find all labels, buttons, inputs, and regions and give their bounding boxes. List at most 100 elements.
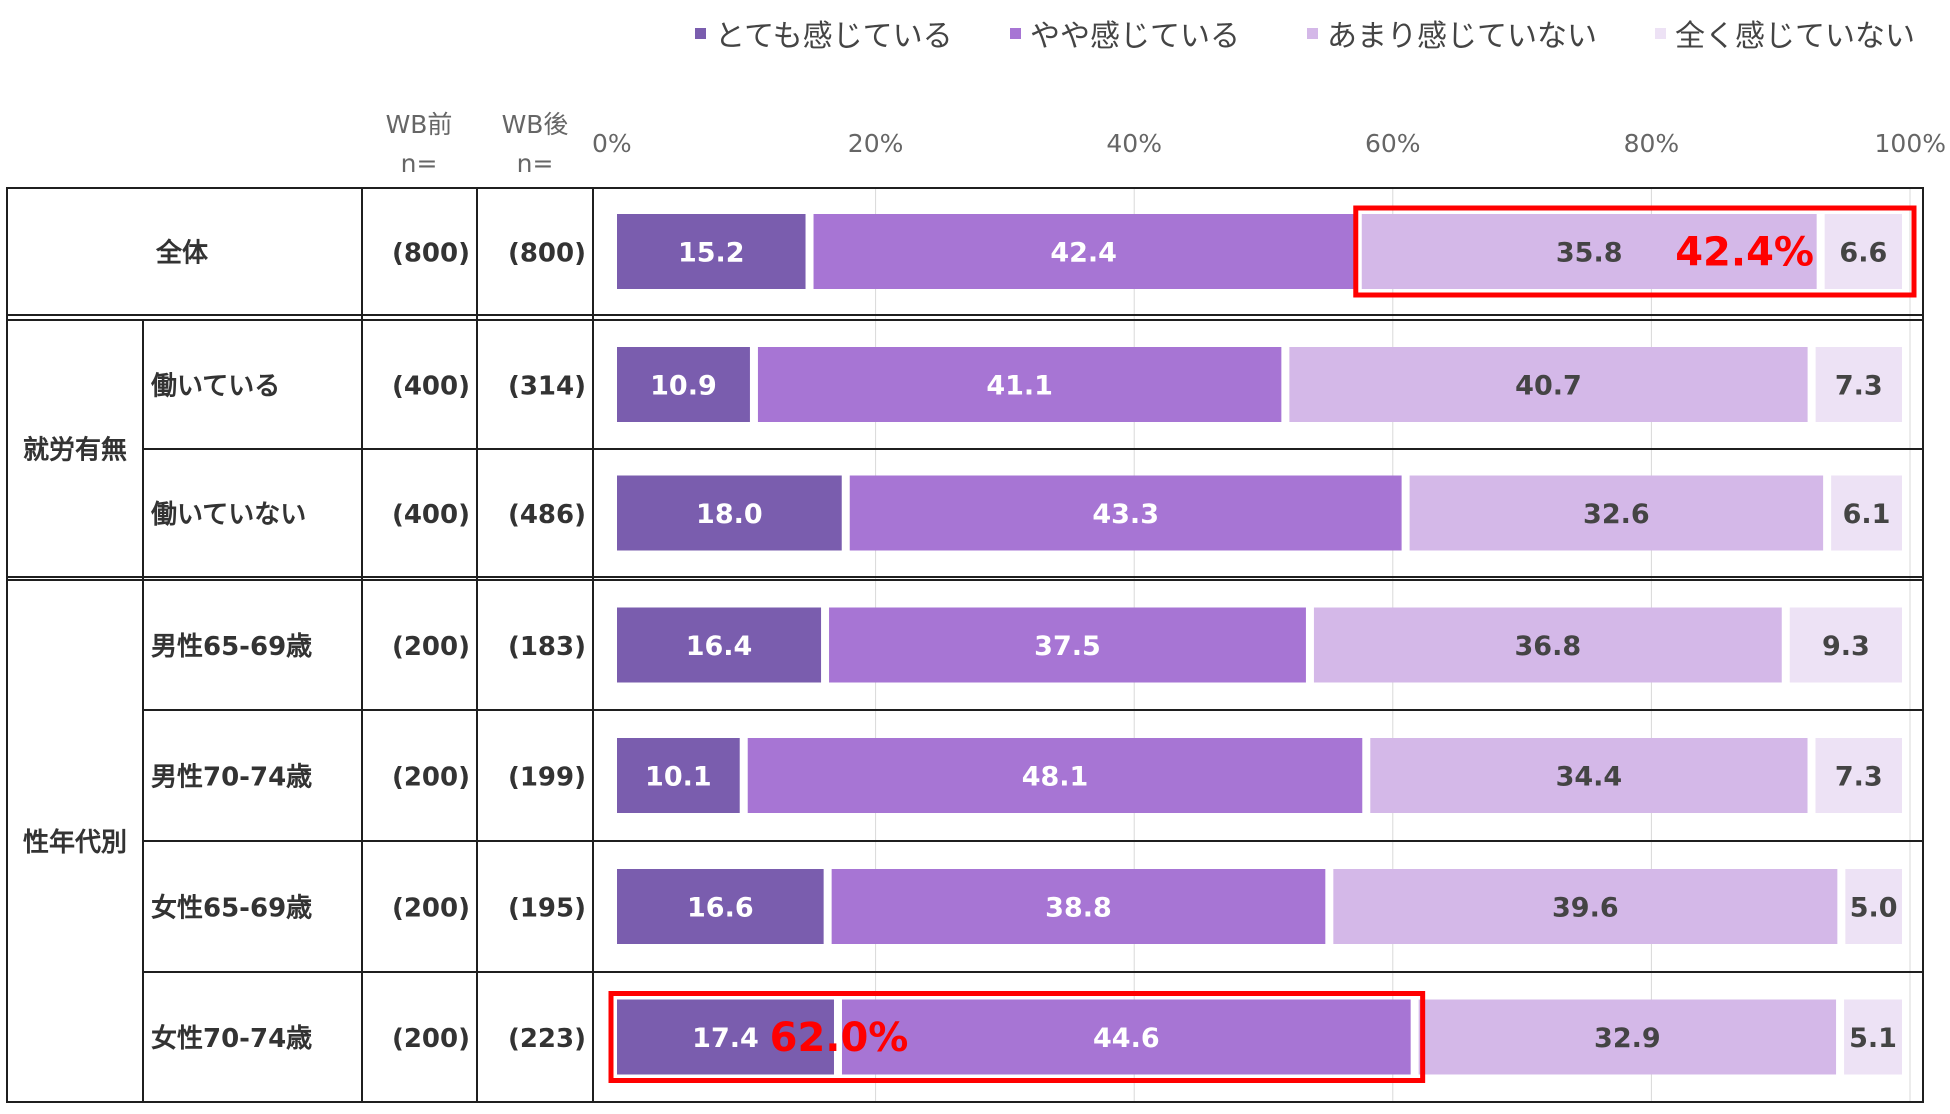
data-label-r0-s3: 6.6 <box>1839 238 1887 269</box>
row-label-1: 働いている <box>150 372 280 402</box>
data-label-r5-s3: 5.0 <box>1850 893 1898 924</box>
data-label-r1-s3: 7.3 <box>1835 371 1883 402</box>
legend-swatch-1 <box>695 28 706 39</box>
bar-segment-r2-s0 <box>617 475 842 551</box>
data-label-r0-s0: 15.2 <box>678 238 745 269</box>
column-header-after-n: n= <box>517 149 554 178</box>
legend-label-3: あまり感じていない <box>1327 19 1597 54</box>
bar-segment-r6-s1 <box>841 999 1411 1075</box>
data-label-r2-s1: 43.3 <box>1092 499 1159 530</box>
n-before-1: (400) <box>392 372 470 402</box>
group-label-1: 就労有無 <box>23 436 127 466</box>
bar-segment-r5-s2 <box>1333 869 1838 944</box>
data-label-r5-s1: 38.8 <box>1045 893 1112 924</box>
data-label-r5-s2: 39.6 <box>1552 893 1619 924</box>
row-label-2: 働いていない <box>150 500 306 530</box>
n-after-1: (314) <box>508 372 586 402</box>
data-label-r3-s3: 9.3 <box>1822 631 1870 662</box>
legend-swatch-3 <box>1307 28 1318 39</box>
x-tick-label-2: 40% <box>1106 129 1162 158</box>
legend-swatch-2 <box>1010 28 1021 39</box>
bar-segment-r2-s1 <box>849 475 1402 551</box>
bar-segment-r1-s3 <box>1815 347 1902 422</box>
bar-segment-r0-s2 <box>1361 214 1817 289</box>
bar-segment-r1-s2 <box>1289 347 1808 422</box>
bar-segment-r0-s1 <box>813 214 1354 289</box>
highlight-label-0: 42.4% <box>1675 230 1814 276</box>
x-tick-label-4: 80% <box>1624 129 1680 158</box>
bar-segment-r3-s3 <box>1789 607 1902 683</box>
bar-segment-r3-s1 <box>829 607 1306 683</box>
bar-segment-r6-s2 <box>1418 999 1837 1075</box>
data-label-r0-s1: 42.4 <box>1050 238 1117 269</box>
n-after-5: (195) <box>508 894 586 924</box>
row-label-6: 女性70-74歳 <box>151 1023 312 1054</box>
data-label-r6-s1: 44.6 <box>1093 1023 1160 1054</box>
legend-label-2: やや感じている <box>1030 19 1240 54</box>
row-label-3: 男性65-69歳 <box>151 632 312 662</box>
data-label-r4-s2: 34.4 <box>1556 762 1623 793</box>
data-label-r1-s1: 41.1 <box>986 371 1053 402</box>
x-tick-label-3: 60% <box>1365 129 1421 158</box>
legend-label-1: とても感じている <box>715 19 953 54</box>
row-label-5: 女性65-69歳 <box>151 893 312 924</box>
data-label-r6-s2: 32.9 <box>1594 1023 1661 1054</box>
data-label-r4-s1: 48.1 <box>1022 762 1089 793</box>
column-header-before: WB前 <box>386 110 453 139</box>
n-after-4: (199) <box>508 763 586 793</box>
bar-segment-r4-s2 <box>1370 738 1808 813</box>
highlight-box-0 <box>1353 205 1917 298</box>
n-before-4: (200) <box>392 763 470 793</box>
bar-segment-r3-s2 <box>1313 607 1782 683</box>
n-before-3: (200) <box>392 632 470 662</box>
n-after-6: (223) <box>508 1024 586 1054</box>
bar-segment-r2-s3 <box>1831 475 1902 551</box>
x-tick-label-0: 0% <box>592 129 632 158</box>
bar-segment-r5-s0 <box>617 869 824 944</box>
column-header-before-n: n= <box>401 149 438 178</box>
bar-segment-r1-s0 <box>617 347 750 422</box>
row-label-4: 男性70-74歳 <box>151 763 312 793</box>
n-before-5: (200) <box>392 894 470 924</box>
n-before-0: (800) <box>392 239 470 269</box>
data-label-r4-s3: 7.3 <box>1835 762 1883 793</box>
bar-segment-r0-s0 <box>617 214 806 289</box>
data-label-r3-s0: 16.4 <box>686 631 753 662</box>
legend-label-4: 全く感じていない <box>1675 19 1915 54</box>
bar-segment-r2-s2 <box>1409 475 1824 551</box>
highlight-label-1: 62.0% <box>770 1015 909 1061</box>
bar-segment-r5-s1 <box>831 869 1326 944</box>
data-label-r5-s0: 16.6 <box>687 893 754 924</box>
bar-segment-r4-s1 <box>747 738 1363 813</box>
bar-segment-r0-s3 <box>1824 214 1902 289</box>
data-label-r0-s2: 35.8 <box>1556 238 1623 269</box>
x-tick-label-5: 100% <box>1875 129 1946 158</box>
data-label-r3-s2: 36.8 <box>1515 631 1582 662</box>
x-tick-label-1: 20% <box>848 129 904 158</box>
bar-segment-r5-s3 <box>1845 869 1902 944</box>
bar-segment-r3-s0 <box>617 607 822 683</box>
bar-segment-r1-s1 <box>757 347 1282 422</box>
row-label-0: 全体 <box>155 238 209 269</box>
n-after-3: (183) <box>508 632 586 662</box>
bar-segment-r4-s3 <box>1815 738 1902 813</box>
data-label-r2-s2: 32.6 <box>1583 499 1650 530</box>
table-border <box>6 187 1924 1103</box>
n-before-2: (400) <box>392 500 470 530</box>
data-label-r4-s0: 10.1 <box>645 762 712 793</box>
data-label-r2-s0: 18.0 <box>696 499 763 530</box>
n-before-6: (200) <box>392 1024 470 1054</box>
column-header-after: WB後 <box>502 110 569 139</box>
bar-segment-r6-s0 <box>617 999 834 1075</box>
data-label-r1-s2: 40.7 <box>1515 371 1582 402</box>
n-after-2: (486) <box>508 500 586 530</box>
n-after-0: (800) <box>508 239 586 269</box>
legend-swatch-4 <box>1655 28 1666 39</box>
data-label-r1-s0: 10.9 <box>650 371 717 402</box>
data-label-r2-s3: 6.1 <box>1843 499 1891 530</box>
bar-segment-r6-s3 <box>1844 999 1902 1075</box>
data-label-r6-s3: 5.1 <box>1849 1023 1897 1054</box>
data-label-r6-s0: 17.4 <box>692 1023 759 1054</box>
bar-segment-r4-s0 <box>617 738 740 813</box>
